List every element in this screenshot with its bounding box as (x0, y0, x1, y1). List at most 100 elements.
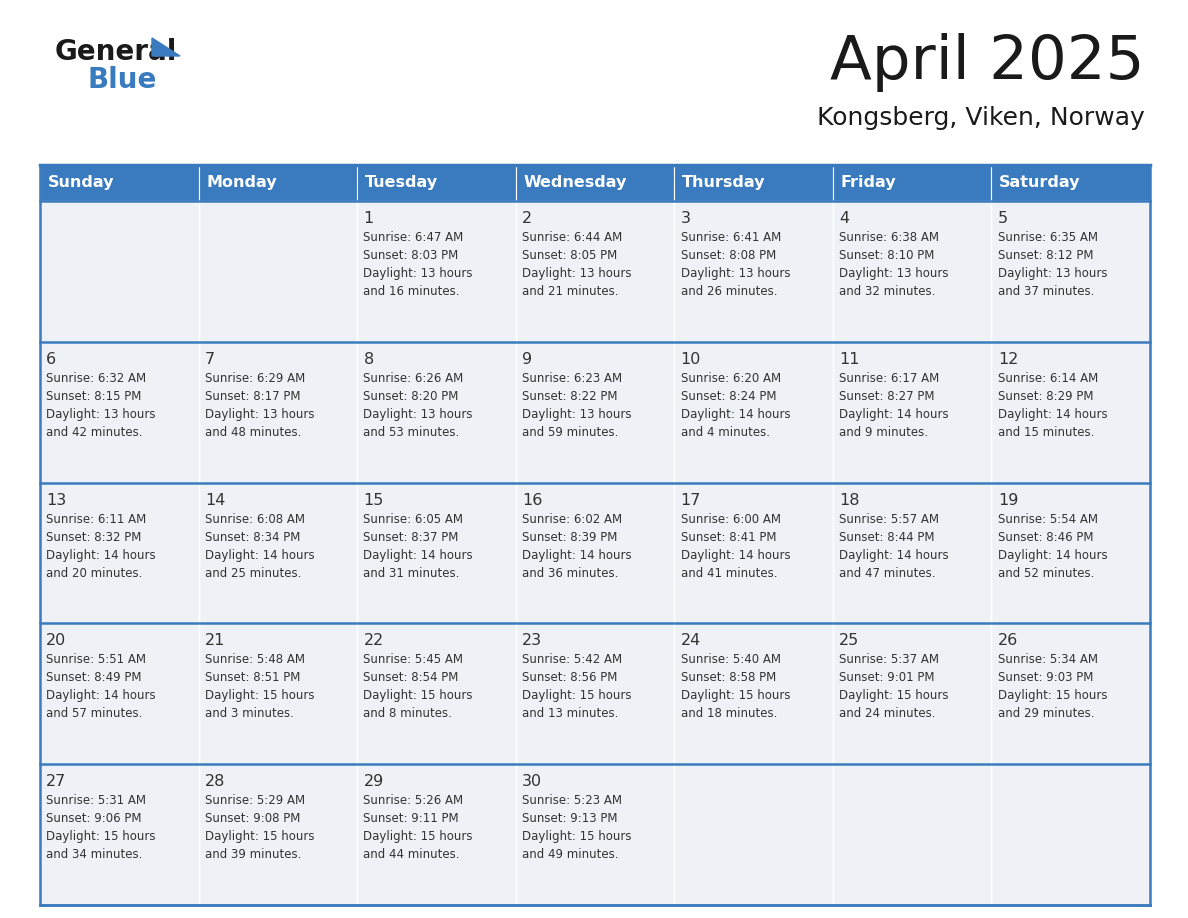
Bar (675, 483, 833, 623)
Text: 25: 25 (839, 633, 859, 648)
Bar (40, 201, 198, 341)
Bar (516, 623, 675, 764)
Bar (358, 623, 516, 764)
Text: Sunday: Sunday (48, 175, 114, 191)
Bar (675, 341, 833, 483)
Bar (358, 165, 516, 201)
Text: 7: 7 (204, 352, 215, 367)
Text: 12: 12 (998, 352, 1018, 367)
Bar (358, 201, 516, 341)
Text: 6: 6 (46, 352, 57, 367)
Bar (40, 623, 198, 764)
Text: Sunrise: 6:35 AM
Sunset: 8:12 PM
Daylight: 13 hours
and 37 minutes.: Sunrise: 6:35 AM Sunset: 8:12 PM Dayligh… (998, 231, 1107, 298)
Bar (198, 483, 358, 623)
Bar (992, 165, 1150, 201)
Text: Saturday: Saturday (999, 175, 1081, 191)
Text: Sunrise: 6:02 AM
Sunset: 8:39 PM
Daylight: 14 hours
and 36 minutes.: Sunrise: 6:02 AM Sunset: 8:39 PM Dayligh… (522, 512, 632, 579)
Text: 23: 23 (522, 633, 542, 648)
Text: Sunrise: 6:44 AM
Sunset: 8:05 PM
Daylight: 13 hours
and 21 minutes.: Sunrise: 6:44 AM Sunset: 8:05 PM Dayligh… (522, 231, 632, 298)
Bar (198, 764, 358, 905)
Text: Sunrise: 5:51 AM
Sunset: 8:49 PM
Daylight: 14 hours
and 57 minutes.: Sunrise: 5:51 AM Sunset: 8:49 PM Dayligh… (46, 654, 156, 721)
Text: Sunrise: 5:29 AM
Sunset: 9:08 PM
Daylight: 15 hours
and 39 minutes.: Sunrise: 5:29 AM Sunset: 9:08 PM Dayligh… (204, 794, 315, 861)
Text: Sunrise: 6:20 AM
Sunset: 8:24 PM
Daylight: 14 hours
and 4 minutes.: Sunrise: 6:20 AM Sunset: 8:24 PM Dayligh… (681, 372, 790, 439)
Text: Sunrise: 6:32 AM
Sunset: 8:15 PM
Daylight: 13 hours
and 42 minutes.: Sunrise: 6:32 AM Sunset: 8:15 PM Dayligh… (46, 372, 156, 439)
Text: 28: 28 (204, 774, 226, 789)
Text: Sunrise: 5:48 AM
Sunset: 8:51 PM
Daylight: 15 hours
and 3 minutes.: Sunrise: 5:48 AM Sunset: 8:51 PM Dayligh… (204, 654, 315, 721)
Text: Sunrise: 6:17 AM
Sunset: 8:27 PM
Daylight: 14 hours
and 9 minutes.: Sunrise: 6:17 AM Sunset: 8:27 PM Dayligh… (839, 372, 949, 439)
Text: Tuesday: Tuesday (365, 175, 438, 191)
Text: Sunrise: 6:26 AM
Sunset: 8:20 PM
Daylight: 13 hours
and 53 minutes.: Sunrise: 6:26 AM Sunset: 8:20 PM Dayligh… (364, 372, 473, 439)
Bar (358, 341, 516, 483)
Text: Sunrise: 6:38 AM
Sunset: 8:10 PM
Daylight: 13 hours
and 32 minutes.: Sunrise: 6:38 AM Sunset: 8:10 PM Dayligh… (839, 231, 949, 298)
Text: 11: 11 (839, 352, 860, 367)
Text: Sunrise: 6:47 AM
Sunset: 8:03 PM
Daylight: 13 hours
and 16 minutes.: Sunrise: 6:47 AM Sunset: 8:03 PM Dayligh… (364, 231, 473, 298)
Text: 16: 16 (522, 493, 543, 508)
Bar (992, 201, 1150, 341)
Bar (198, 341, 358, 483)
Text: 15: 15 (364, 493, 384, 508)
Text: 30: 30 (522, 774, 542, 789)
Text: Sunrise: 5:26 AM
Sunset: 9:11 PM
Daylight: 15 hours
and 44 minutes.: Sunrise: 5:26 AM Sunset: 9:11 PM Dayligh… (364, 794, 473, 861)
Text: Wednesday: Wednesday (524, 175, 627, 191)
Text: 26: 26 (998, 633, 1018, 648)
Text: Thursday: Thursday (682, 175, 766, 191)
Text: 2: 2 (522, 211, 532, 226)
Text: Sunrise: 6:23 AM
Sunset: 8:22 PM
Daylight: 13 hours
and 59 minutes.: Sunrise: 6:23 AM Sunset: 8:22 PM Dayligh… (522, 372, 632, 439)
Text: Sunrise: 6:05 AM
Sunset: 8:37 PM
Daylight: 14 hours
and 31 minutes.: Sunrise: 6:05 AM Sunset: 8:37 PM Dayligh… (364, 512, 473, 579)
Text: Sunrise: 5:57 AM
Sunset: 8:44 PM
Daylight: 14 hours
and 47 minutes.: Sunrise: 5:57 AM Sunset: 8:44 PM Dayligh… (839, 512, 949, 579)
Polygon shape (152, 38, 181, 56)
Text: April 2025: April 2025 (830, 32, 1145, 92)
Text: Blue: Blue (88, 66, 157, 94)
Bar (516, 165, 675, 201)
Text: Sunrise: 5:40 AM
Sunset: 8:58 PM
Daylight: 15 hours
and 18 minutes.: Sunrise: 5:40 AM Sunset: 8:58 PM Dayligh… (681, 654, 790, 721)
Bar (516, 201, 675, 341)
Bar (833, 623, 992, 764)
Bar (675, 764, 833, 905)
Bar (675, 623, 833, 764)
Bar (198, 201, 358, 341)
Text: Sunrise: 5:54 AM
Sunset: 8:46 PM
Daylight: 14 hours
and 52 minutes.: Sunrise: 5:54 AM Sunset: 8:46 PM Dayligh… (998, 512, 1107, 579)
Bar (992, 341, 1150, 483)
Bar (833, 341, 992, 483)
Text: 13: 13 (46, 493, 67, 508)
Text: Sunrise: 5:45 AM
Sunset: 8:54 PM
Daylight: 15 hours
and 8 minutes.: Sunrise: 5:45 AM Sunset: 8:54 PM Dayligh… (364, 654, 473, 721)
Text: 5: 5 (998, 211, 1007, 226)
Text: Monday: Monday (207, 175, 277, 191)
Text: General: General (55, 38, 177, 66)
Bar (833, 483, 992, 623)
Text: 20: 20 (46, 633, 67, 648)
Text: 8: 8 (364, 352, 374, 367)
Text: 1: 1 (364, 211, 374, 226)
Text: 21: 21 (204, 633, 226, 648)
Bar (40, 165, 198, 201)
Text: 22: 22 (364, 633, 384, 648)
Text: Sunrise: 6:11 AM
Sunset: 8:32 PM
Daylight: 14 hours
and 20 minutes.: Sunrise: 6:11 AM Sunset: 8:32 PM Dayligh… (46, 512, 156, 579)
Bar (516, 764, 675, 905)
Text: Sunrise: 5:42 AM
Sunset: 8:56 PM
Daylight: 15 hours
and 13 minutes.: Sunrise: 5:42 AM Sunset: 8:56 PM Dayligh… (522, 654, 632, 721)
Text: 14: 14 (204, 493, 226, 508)
Text: 18: 18 (839, 493, 860, 508)
Bar (198, 165, 358, 201)
Text: Sunrise: 5:37 AM
Sunset: 9:01 PM
Daylight: 15 hours
and 24 minutes.: Sunrise: 5:37 AM Sunset: 9:01 PM Dayligh… (839, 654, 949, 721)
Bar (40, 341, 198, 483)
Text: Sunrise: 5:23 AM
Sunset: 9:13 PM
Daylight: 15 hours
and 49 minutes.: Sunrise: 5:23 AM Sunset: 9:13 PM Dayligh… (522, 794, 632, 861)
Text: 10: 10 (681, 352, 701, 367)
Text: Sunrise: 6:41 AM
Sunset: 8:08 PM
Daylight: 13 hours
and 26 minutes.: Sunrise: 6:41 AM Sunset: 8:08 PM Dayligh… (681, 231, 790, 298)
Text: 17: 17 (681, 493, 701, 508)
Text: 19: 19 (998, 493, 1018, 508)
Text: 29: 29 (364, 774, 384, 789)
Bar (992, 623, 1150, 764)
Bar (833, 764, 992, 905)
Bar (833, 165, 992, 201)
Text: Friday: Friday (841, 175, 897, 191)
Bar (675, 201, 833, 341)
Bar (833, 201, 992, 341)
Bar (992, 764, 1150, 905)
Text: 27: 27 (46, 774, 67, 789)
Bar (992, 483, 1150, 623)
Text: Sunrise: 6:00 AM
Sunset: 8:41 PM
Daylight: 14 hours
and 41 minutes.: Sunrise: 6:00 AM Sunset: 8:41 PM Dayligh… (681, 512, 790, 579)
Bar (358, 764, 516, 905)
Text: 24: 24 (681, 633, 701, 648)
Text: 3: 3 (681, 211, 690, 226)
Text: Kongsberg, Viken, Norway: Kongsberg, Viken, Norway (817, 106, 1145, 130)
